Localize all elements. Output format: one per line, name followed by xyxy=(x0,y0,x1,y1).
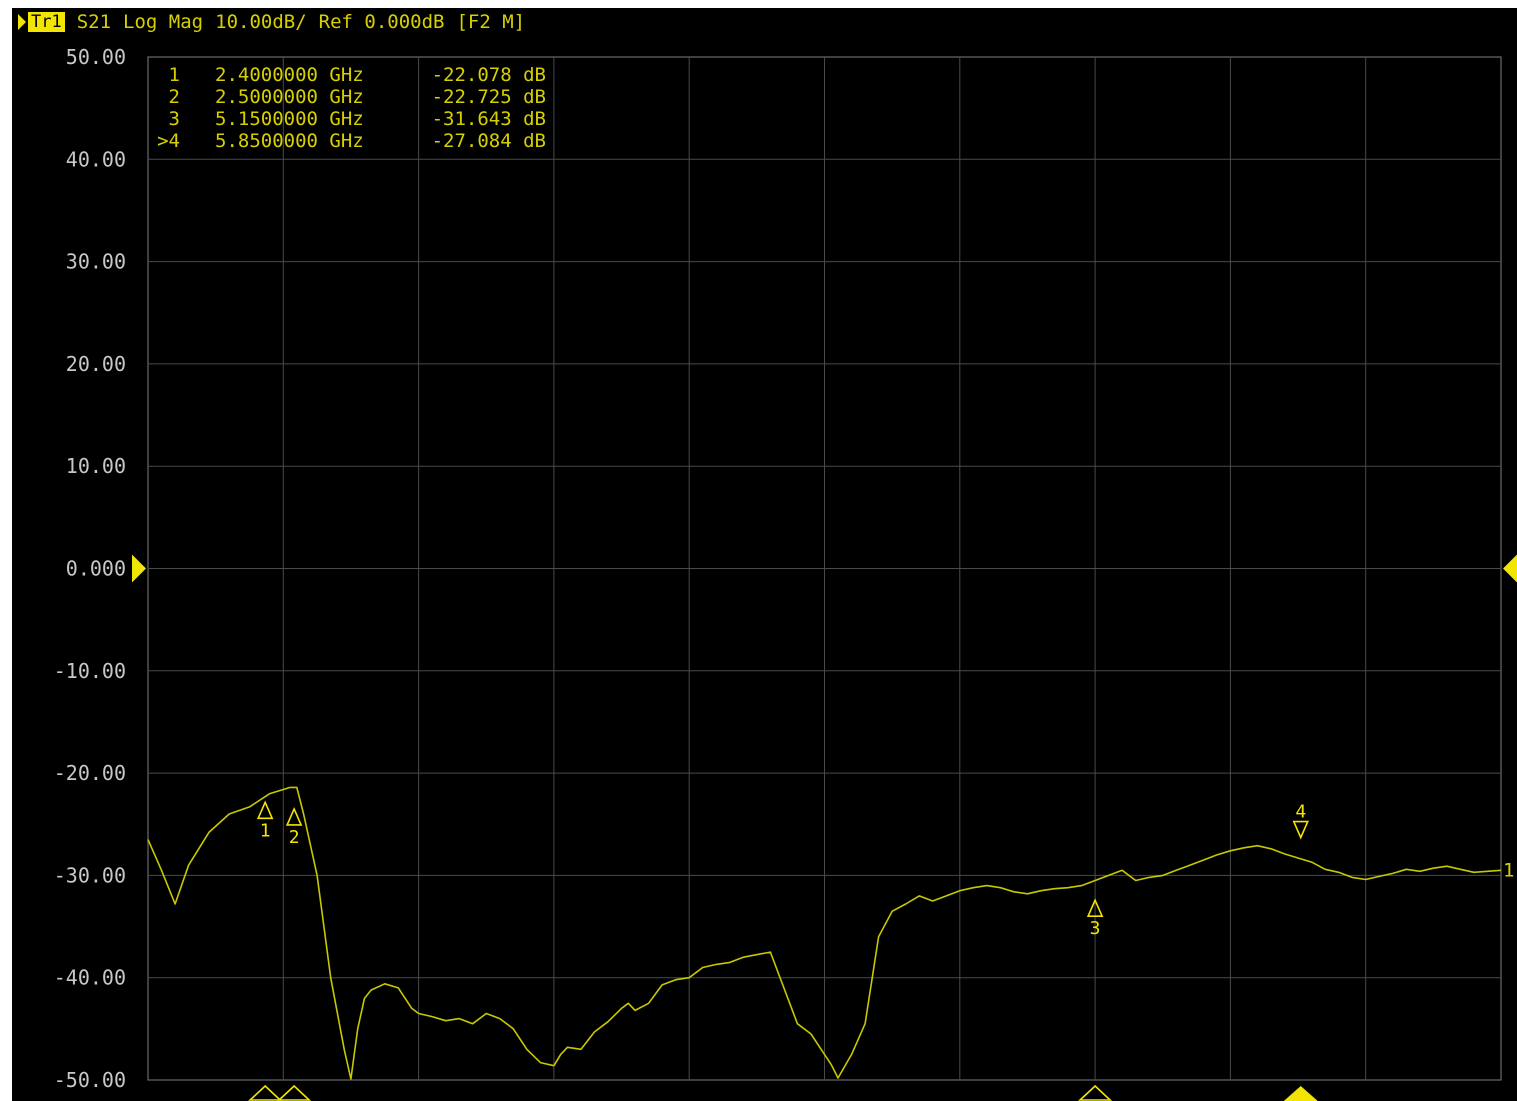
marker-table-id[interactable]: >4 xyxy=(157,130,180,152)
marker-label: 3 xyxy=(1090,918,1101,939)
trace-badge[interactable]: Tr1 xyxy=(28,12,65,32)
analyzer-screen: 50.00 40.00 30.00 20.00 10.00 0.000 -10.00 -20.… xyxy=(12,8,1517,1101)
y-tick-label: 0.000 xyxy=(66,557,126,581)
y-tick-label: -20.00 xyxy=(54,761,126,785)
marker-triangle-icon[interactable] xyxy=(256,800,274,820)
trace-header[interactable]: Tr1 S21 Log Mag 10.00dB/ Ref 0.000dB [F2… xyxy=(12,10,537,34)
y-tick-label: 20.00 xyxy=(66,352,126,376)
marker-table: 1 2.4000000 GHz -22.078 dB 2 2.5000000 GHz -2… xyxy=(157,64,546,152)
format-label[interactable]: Log Mag xyxy=(123,11,204,33)
marker-table-id[interactable]: 2 xyxy=(169,86,180,108)
marker-table-value: -31.643 dB xyxy=(432,108,546,130)
marker-label: 4 xyxy=(1295,802,1306,823)
reference-level-right-icon[interactable] xyxy=(1503,554,1517,583)
marker-table-id[interactable]: 3 xyxy=(169,108,180,130)
scale-label[interactable]: 10.00dB/ xyxy=(215,11,307,33)
y-tick-label: 10.00 xyxy=(66,454,126,478)
marker-label: 2 xyxy=(289,827,300,848)
active-trace-triangle-icon xyxy=(18,14,26,30)
reference-level-left-icon[interactable] xyxy=(132,554,146,583)
marker-table-value: -22.725 dB xyxy=(432,86,546,108)
y-tick-label: -40.00 xyxy=(54,966,126,990)
trace-layer: 1 xyxy=(147,786,1514,1080)
trace-line xyxy=(147,786,1502,1080)
marker-axis-icon[interactable] xyxy=(277,1084,312,1101)
marker-table-value: -22.078 dB xyxy=(432,64,546,86)
marker-table-value: -27.084 dB xyxy=(432,130,546,152)
marker-axis-icon[interactable] xyxy=(1078,1084,1113,1101)
marker-layer: 1 2 3 4 xyxy=(248,800,1318,1101)
marker-triangle-icon[interactable] xyxy=(285,806,303,826)
marker-axis-icon[interactable] xyxy=(248,1084,283,1101)
marker-table-id[interactable]: 1 xyxy=(169,64,180,86)
marker-table-frequency[interactable]: 2.4000000 GHz xyxy=(215,64,364,86)
y-tick-label: 30.00 xyxy=(66,250,126,274)
marker-triangle-icon[interactable] xyxy=(1292,820,1309,840)
marker-triangle-icon[interactable] xyxy=(1086,898,1104,918)
status-label: [F2 M] xyxy=(456,11,526,33)
reference-label[interactable]: Ref 0.000dB xyxy=(318,11,445,33)
y-tick-label: -10.00 xyxy=(54,659,126,683)
marker-table-frequency[interactable]: 5.1500000 GHz xyxy=(215,108,364,130)
y-tick-label: -30.00 xyxy=(54,863,126,887)
y-tick-label: 40.00 xyxy=(66,147,126,171)
parameter-label[interactable]: S21 xyxy=(76,11,112,33)
marker-table-frequency[interactable]: 2.5000000 GHz xyxy=(215,86,364,108)
y-axis-ticks: 50.00 40.00 30.00 20.00 10.00 0.000 -10.00 -20.… xyxy=(54,45,1517,1092)
marker-table-frequency[interactable]: 5.8500000 GHz xyxy=(215,130,364,152)
marker-axis-active-icon[interactable] xyxy=(1283,1086,1318,1101)
y-tick-label: -50.00 xyxy=(54,1068,126,1092)
y-tick-label: 50.00 xyxy=(66,45,126,69)
marker-label: 1 xyxy=(260,820,271,841)
trace-end-label: 1 xyxy=(1503,859,1514,881)
trace-plot: 50.00 40.00 30.00 20.00 10.00 0.000 -10.00 -20.… xyxy=(54,45,1517,1101)
grid xyxy=(147,56,1502,1081)
